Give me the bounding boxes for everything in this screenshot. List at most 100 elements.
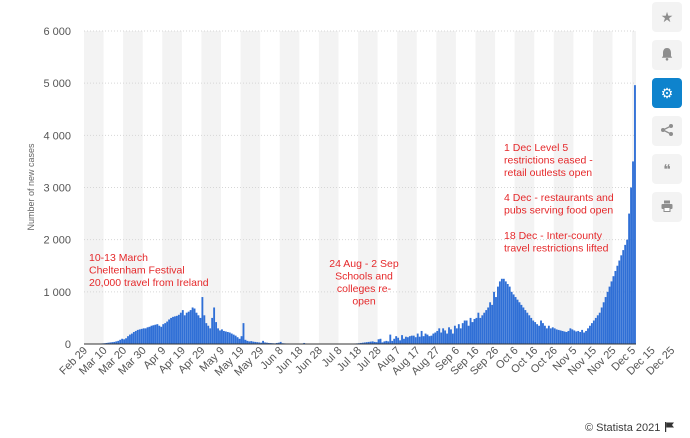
bar[interactable]: [129, 334, 131, 344]
bar[interactable]: [522, 307, 525, 344]
bar[interactable]: [193, 308, 196, 344]
bar[interactable]: [453, 325, 456, 344]
bar[interactable]: [389, 334, 392, 344]
bar[interactable]: [240, 336, 243, 344]
bar[interactable]: [630, 187, 632, 345]
bar[interactable]: [160, 326, 163, 344]
bar[interactable]: [236, 337, 239, 344]
bar[interactable]: [238, 338, 241, 344]
bar[interactable]: [185, 312, 188, 344]
bar[interactable]: [555, 329, 558, 344]
bar[interactable]: [405, 336, 407, 344]
bar[interactable]: [518, 302, 521, 344]
bar[interactable]: [573, 330, 576, 344]
bar[interactable]: [213, 307, 216, 344]
bar[interactable]: [395, 336, 398, 344]
bar[interactable]: [612, 276, 615, 344]
bar[interactable]: [598, 312, 601, 344]
bar[interactable]: [230, 333, 233, 344]
bar[interactable]: [579, 332, 582, 344]
settings-button[interactable]: ⚙: [652, 78, 682, 108]
bar[interactable]: [105, 342, 108, 344]
share-button[interactable]: [652, 116, 682, 146]
bar[interactable]: [512, 294, 515, 344]
bar[interactable]: [369, 341, 372, 344]
bar[interactable]: [557, 329, 560, 344]
bar[interactable]: [246, 340, 249, 344]
bar[interactable]: [565, 332, 568, 344]
bar[interactable]: [489, 302, 492, 344]
bar[interactable]: [502, 278, 505, 344]
bar[interactable]: [152, 325, 155, 344]
bar[interactable]: [385, 340, 388, 344]
bar[interactable]: [203, 315, 206, 344]
bar[interactable]: [508, 286, 511, 344]
bar[interactable]: [498, 281, 501, 344]
bar[interactable]: [375, 342, 378, 344]
bar[interactable]: [481, 315, 484, 344]
bar[interactable]: [115, 341, 118, 344]
bar[interactable]: [412, 335, 415, 344]
bar[interactable]: [123, 339, 126, 344]
bar[interactable]: [367, 341, 370, 344]
bar[interactable]: [463, 320, 466, 344]
bar[interactable]: [162, 324, 165, 344]
bar[interactable]: [222, 330, 225, 344]
bar[interactable]: [414, 337, 417, 344]
bar[interactable]: [520, 304, 523, 344]
bar[interactable]: [179, 312, 182, 344]
bar[interactable]: [610, 281, 613, 344]
bar[interactable]: [526, 312, 529, 344]
bar[interactable]: [136, 329, 139, 344]
bar[interactable]: [154, 324, 157, 344]
bar[interactable]: [381, 342, 384, 344]
bar[interactable]: [365, 342, 368, 344]
bar[interactable]: [408, 336, 411, 344]
bar[interactable]: [422, 336, 425, 344]
bar[interactable]: [387, 341, 390, 344]
bar[interactable]: [256, 342, 259, 344]
bar[interactable]: [217, 328, 219, 344]
statista-credit[interactable]: © Statista 2021: [585, 422, 661, 434]
bar[interactable]: [391, 340, 394, 344]
bar[interactable]: [262, 340, 264, 344]
bar[interactable]: [632, 161, 634, 344]
bar[interactable]: [264, 342, 266, 344]
bar[interactable]: [432, 333, 435, 344]
bar[interactable]: [479, 317, 482, 344]
bar[interactable]: [446, 333, 448, 344]
bar[interactable]: [234, 335, 237, 344]
bar[interactable]: [540, 320, 542, 344]
bar[interactable]: [244, 339, 247, 344]
bar[interactable]: [551, 327, 554, 344]
bar[interactable]: [252, 341, 255, 344]
bar[interactable]: [166, 321, 169, 344]
bar[interactable]: [117, 340, 120, 344]
bar[interactable]: [228, 332, 231, 344]
bar[interactable]: [514, 297, 517, 344]
bar[interactable]: [199, 317, 202, 344]
bar[interactable]: [168, 319, 171, 344]
bar[interactable]: [174, 316, 176, 344]
bar[interactable]: [461, 323, 464, 344]
bar[interactable]: [361, 342, 364, 344]
bar[interactable]: [618, 260, 621, 344]
bar[interactable]: [545, 328, 548, 344]
bar[interactable]: [410, 335, 413, 344]
bar[interactable]: [221, 329, 223, 344]
bar[interactable]: [596, 315, 599, 344]
bar[interactable]: [191, 307, 194, 344]
bar[interactable]: [195, 312, 198, 344]
bar[interactable]: [475, 317, 478, 344]
bar[interactable]: [567, 330, 570, 344]
bar[interactable]: [530, 317, 533, 344]
bar[interactable]: [111, 342, 114, 344]
bar[interactable]: [448, 327, 450, 344]
bar[interactable]: [134, 330, 137, 344]
bar[interactable]: [401, 335, 403, 344]
bar[interactable]: [403, 338, 405, 344]
bar[interactable]: [438, 328, 441, 344]
bar[interactable]: [510, 291, 513, 344]
bar[interactable]: [360, 342, 362, 344]
bar[interactable]: [547, 325, 550, 344]
